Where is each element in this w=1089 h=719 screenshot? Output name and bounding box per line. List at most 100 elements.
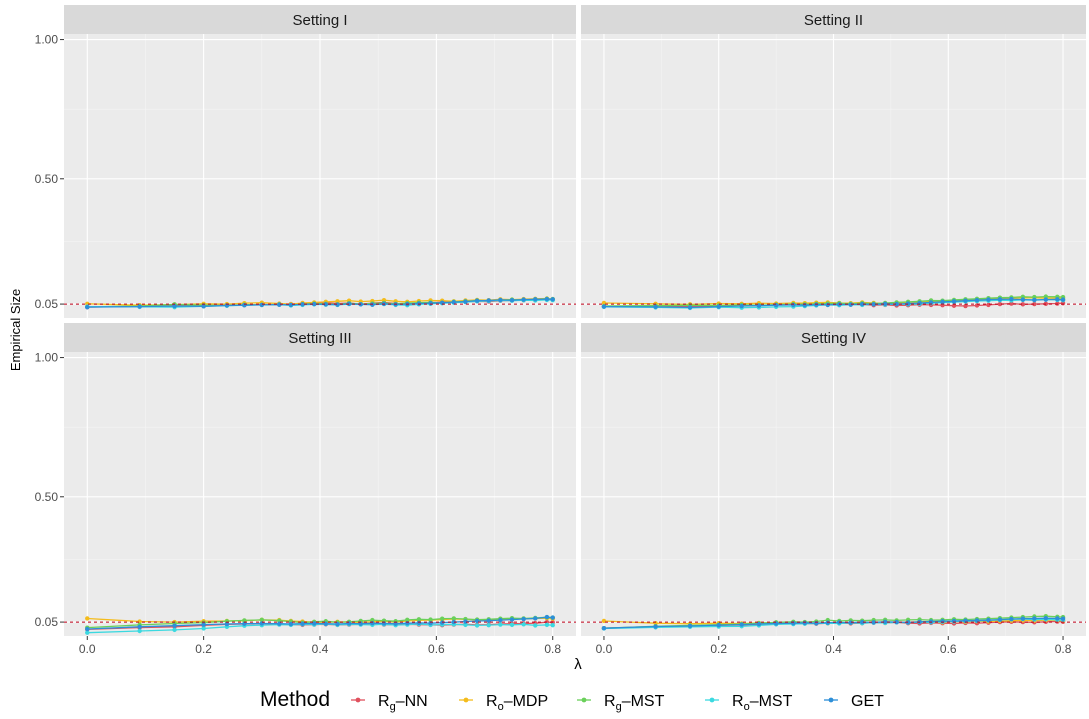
y-tick-label: 0.05 bbox=[35, 297, 59, 311]
data-point bbox=[85, 626, 90, 632]
data-point bbox=[428, 301, 433, 306]
legend-key-point bbox=[709, 697, 715, 703]
data-point bbox=[201, 626, 206, 631]
data-point bbox=[1055, 297, 1060, 302]
data-point bbox=[474, 623, 480, 628]
data-point bbox=[1020, 616, 1026, 621]
data-point bbox=[1055, 301, 1060, 306]
data-point bbox=[802, 620, 808, 626]
data-point bbox=[323, 621, 329, 626]
data-point bbox=[277, 621, 282, 626]
data-point bbox=[439, 616, 445, 621]
data-point bbox=[716, 304, 721, 309]
facet-panel: Setting II bbox=[581, 5, 1086, 318]
legend-item: GET bbox=[824, 693, 884, 710]
data-point bbox=[882, 301, 888, 306]
data-point bbox=[882, 619, 888, 624]
data-point bbox=[1060, 616, 1066, 621]
data-point bbox=[905, 301, 911, 306]
data-point bbox=[859, 619, 865, 625]
data-point bbox=[533, 623, 538, 628]
legend-title: Method bbox=[260, 688, 330, 711]
data-point bbox=[335, 621, 340, 627]
facet-panel: Setting IV 0.0 0.2 0.4 0.6 0.8 bbox=[581, 323, 1086, 656]
data-point bbox=[550, 615, 555, 620]
data-point bbox=[756, 621, 762, 627]
data-point bbox=[85, 616, 90, 621]
y-tick-label: 0.50 bbox=[35, 172, 59, 186]
data-point bbox=[1020, 302, 1026, 307]
data-point bbox=[201, 304, 206, 309]
data-point bbox=[986, 302, 991, 308]
data-point bbox=[550, 297, 555, 302]
data-point bbox=[533, 297, 538, 302]
data-point bbox=[1020, 297, 1026, 302]
data-point bbox=[825, 302, 830, 308]
data-point bbox=[894, 619, 899, 625]
data-point bbox=[172, 303, 177, 309]
data-point bbox=[1032, 616, 1037, 621]
x-tick-label: 0.2 bbox=[195, 642, 212, 656]
data-point bbox=[405, 617, 410, 623]
data-point bbox=[451, 616, 457, 621]
facet-panel: Setting I 0.05 0.50 1.00 bbox=[35, 5, 576, 318]
data-point bbox=[940, 619, 945, 624]
facet-title: Setting II bbox=[804, 12, 863, 29]
data-point bbox=[242, 618, 247, 623]
legend-label: Rg–NN bbox=[378, 693, 428, 713]
data-point bbox=[201, 622, 206, 627]
data-point bbox=[716, 622, 721, 628]
data-point bbox=[300, 621, 305, 626]
data-point bbox=[687, 305, 693, 310]
data-point bbox=[986, 297, 991, 302]
data-point bbox=[288, 302, 294, 308]
data-point bbox=[951, 303, 957, 308]
data-point bbox=[550, 622, 555, 628]
data-point bbox=[416, 620, 422, 626]
data-point bbox=[393, 621, 398, 626]
data-point bbox=[451, 299, 457, 305]
data-point bbox=[509, 622, 515, 628]
data-point bbox=[997, 301, 1003, 307]
data-point bbox=[739, 622, 744, 627]
data-point bbox=[1032, 297, 1037, 303]
data-point bbox=[963, 298, 968, 303]
data-point bbox=[224, 621, 230, 627]
x-tick-label: 0.2 bbox=[710, 642, 727, 656]
data-point bbox=[463, 299, 468, 304]
data-point bbox=[463, 619, 468, 624]
data-point bbox=[544, 622, 550, 628]
data-point bbox=[242, 621, 247, 626]
data-point bbox=[451, 619, 457, 625]
data-point bbox=[687, 623, 693, 629]
panels-layer: Setting I 0.05 0.50 1.00 Setting II Setting I… bbox=[35, 5, 1086, 656]
data-point bbox=[335, 299, 340, 304]
data-point bbox=[1032, 301, 1037, 307]
data-point bbox=[358, 621, 363, 626]
data-point bbox=[521, 297, 526, 302]
x-axis-title: λ bbox=[574, 656, 582, 673]
x-tick-label: 0.6 bbox=[428, 642, 445, 656]
data-point bbox=[653, 304, 658, 310]
data-point bbox=[544, 296, 550, 302]
data-point bbox=[474, 298, 480, 303]
data-point bbox=[509, 617, 515, 622]
data-point bbox=[300, 302, 305, 307]
data-point bbox=[601, 626, 607, 631]
data-point bbox=[85, 630, 90, 635]
data-point bbox=[486, 298, 491, 303]
data-point bbox=[498, 617, 503, 623]
data-point bbox=[871, 302, 876, 307]
legend-key-point bbox=[581, 697, 587, 703]
legend: Method Rg–NN Ro–MDP Rg–MST Ro–MST GET bbox=[260, 688, 884, 713]
facet-strip bbox=[581, 323, 1086, 352]
data-point bbox=[905, 620, 911, 625]
facet-title: Setting I bbox=[292, 12, 347, 29]
data-point bbox=[928, 619, 934, 624]
data-point bbox=[498, 297, 503, 303]
data-point bbox=[1043, 615, 1049, 621]
data-point bbox=[346, 301, 352, 306]
data-point bbox=[986, 617, 991, 623]
data-point bbox=[335, 302, 340, 307]
data-point bbox=[997, 617, 1003, 622]
